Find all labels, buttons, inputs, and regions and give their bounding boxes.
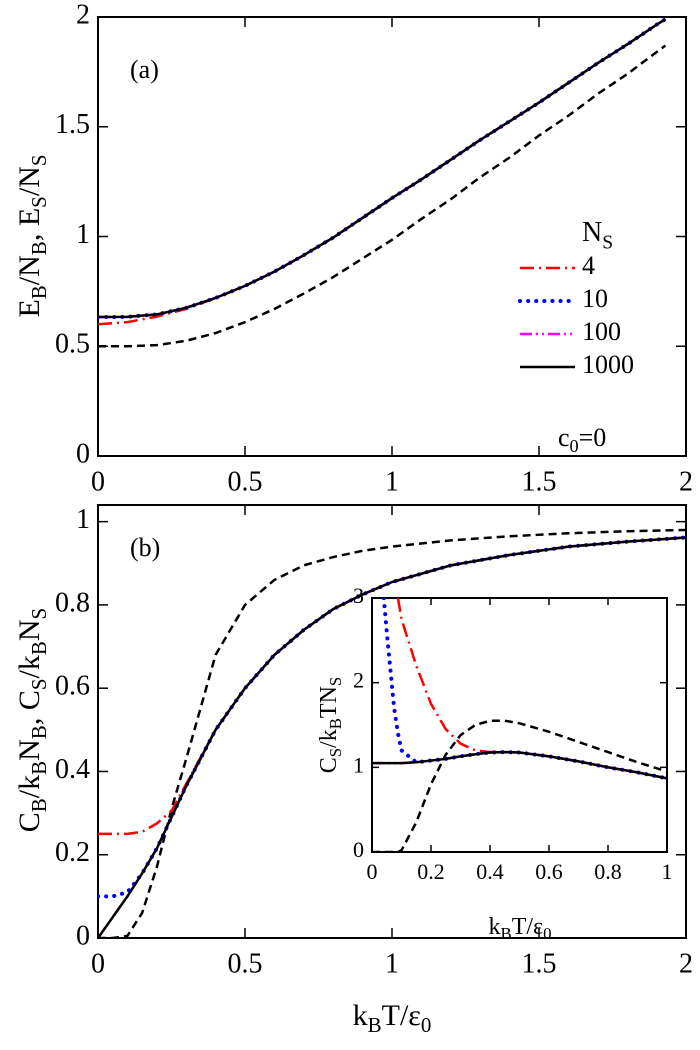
subscript: B xyxy=(27,285,51,299)
data-line xyxy=(98,44,667,348)
y-axis-label: CS/kBTNS xyxy=(316,677,346,774)
x-tick-label: 0 xyxy=(367,859,378,884)
text-segment: T/ε xyxy=(382,999,421,1032)
subscript: B xyxy=(326,718,345,729)
y-tick-label: 0.2 xyxy=(55,837,90,868)
x-axis-label: kBT/ε0 xyxy=(489,914,552,944)
x-tick-label: 0.2 xyxy=(417,859,445,884)
subscript: B xyxy=(501,924,512,943)
y-tick-label: 0.6 xyxy=(55,671,90,702)
plot-frame xyxy=(371,597,668,853)
data-line xyxy=(372,750,667,780)
y-tick-label: 0.4 xyxy=(55,754,90,785)
x-tick-label: 2 xyxy=(679,466,693,497)
annotation: (b) xyxy=(130,533,160,562)
subscript: S xyxy=(27,154,51,166)
subscript: B xyxy=(27,725,51,739)
data-line xyxy=(98,18,667,319)
y-axis-label: CB/kBNB, CS/kBNS xyxy=(13,608,51,833)
text-segment: N xyxy=(582,217,602,248)
text-segment: /N xyxy=(13,255,46,285)
text-segment: N xyxy=(13,739,46,761)
subscript: S xyxy=(27,196,51,208)
x-tick-label: 1 xyxy=(385,948,399,979)
legend-label: 4 xyxy=(582,251,595,280)
y-tick-label: 3 xyxy=(353,583,364,608)
data-line xyxy=(372,719,667,852)
annotation: c0=0 xyxy=(558,423,606,456)
x-tick-label: 0.8 xyxy=(594,859,622,884)
y-tick-label: 0 xyxy=(76,438,90,469)
y-tick-label: 0 xyxy=(353,837,364,862)
text-segment: TN xyxy=(316,686,342,718)
subscript: B xyxy=(27,761,51,775)
y-tick-label: 2 xyxy=(76,0,90,30)
subscript: S xyxy=(27,608,51,620)
y-tick-label: 1 xyxy=(76,219,90,250)
text-segment: /k xyxy=(316,729,342,748)
x-tick-label: 1 xyxy=(662,859,673,884)
text-segment: k xyxy=(353,999,368,1032)
legend-label: 1000 xyxy=(582,350,634,379)
text-segment: c xyxy=(558,423,570,452)
x-axis-label: kBT/ε0 xyxy=(353,999,432,1037)
x-tick-label: 2 xyxy=(679,948,693,979)
subscript: S xyxy=(27,678,51,690)
plot-frame xyxy=(97,16,687,457)
data-line xyxy=(98,536,686,938)
x-tick-label: 1.5 xyxy=(522,466,557,497)
x-tick-label: 0 xyxy=(91,948,105,979)
subscript: B xyxy=(27,641,51,655)
text-segment: /k xyxy=(13,775,46,798)
text-segment: k xyxy=(489,914,501,940)
y-tick-label: 0.5 xyxy=(55,329,90,360)
y-tick-label: 0.8 xyxy=(55,587,90,618)
y-tick-label: 0 xyxy=(76,920,90,951)
x-tick-label: 0.5 xyxy=(228,466,263,497)
subscript: B xyxy=(368,1013,382,1037)
subscript: S xyxy=(326,748,345,757)
subscript: 0 xyxy=(543,924,551,943)
y-tick-label: 2 xyxy=(353,668,364,693)
text-segment: T/ε xyxy=(512,914,543,940)
subscript: B xyxy=(27,798,51,812)
x-tick-label: 0.5 xyxy=(228,948,263,979)
subscript: S xyxy=(602,232,613,253)
text-segment: =0 xyxy=(579,423,607,452)
y-tick-label: 1 xyxy=(353,752,364,777)
text-segment: /N xyxy=(13,166,46,196)
text-segment: E xyxy=(13,299,46,317)
x-tick-label: 1 xyxy=(385,466,399,497)
x-tick-label: 0.6 xyxy=(535,859,563,884)
subscript: B xyxy=(27,241,51,255)
legend-label: 100 xyxy=(582,317,621,346)
text-segment: , E xyxy=(13,208,46,241)
subscript: S xyxy=(326,677,345,686)
subscript: 0 xyxy=(570,436,579,456)
text-segment: , C xyxy=(13,690,46,725)
y-tick-label: 1.5 xyxy=(55,109,90,140)
data-line xyxy=(98,528,686,938)
y-axis-label: EB/NB, ES/NS xyxy=(13,154,51,317)
subscript: 0 xyxy=(421,1013,432,1037)
legend-title: NS xyxy=(582,217,613,252)
x-tick-label: 1.5 xyxy=(522,948,557,979)
text-segment: N xyxy=(13,619,46,641)
text-segment: /k xyxy=(13,655,46,678)
annotation: (a) xyxy=(130,55,159,84)
x-tick-label: 0 xyxy=(91,466,105,497)
y-tick-label: 1 xyxy=(76,504,90,535)
text-segment: C xyxy=(316,757,342,773)
x-tick-label: 0.4 xyxy=(476,859,504,884)
text-segment: C xyxy=(13,812,46,832)
legend-label: 10 xyxy=(582,284,608,313)
